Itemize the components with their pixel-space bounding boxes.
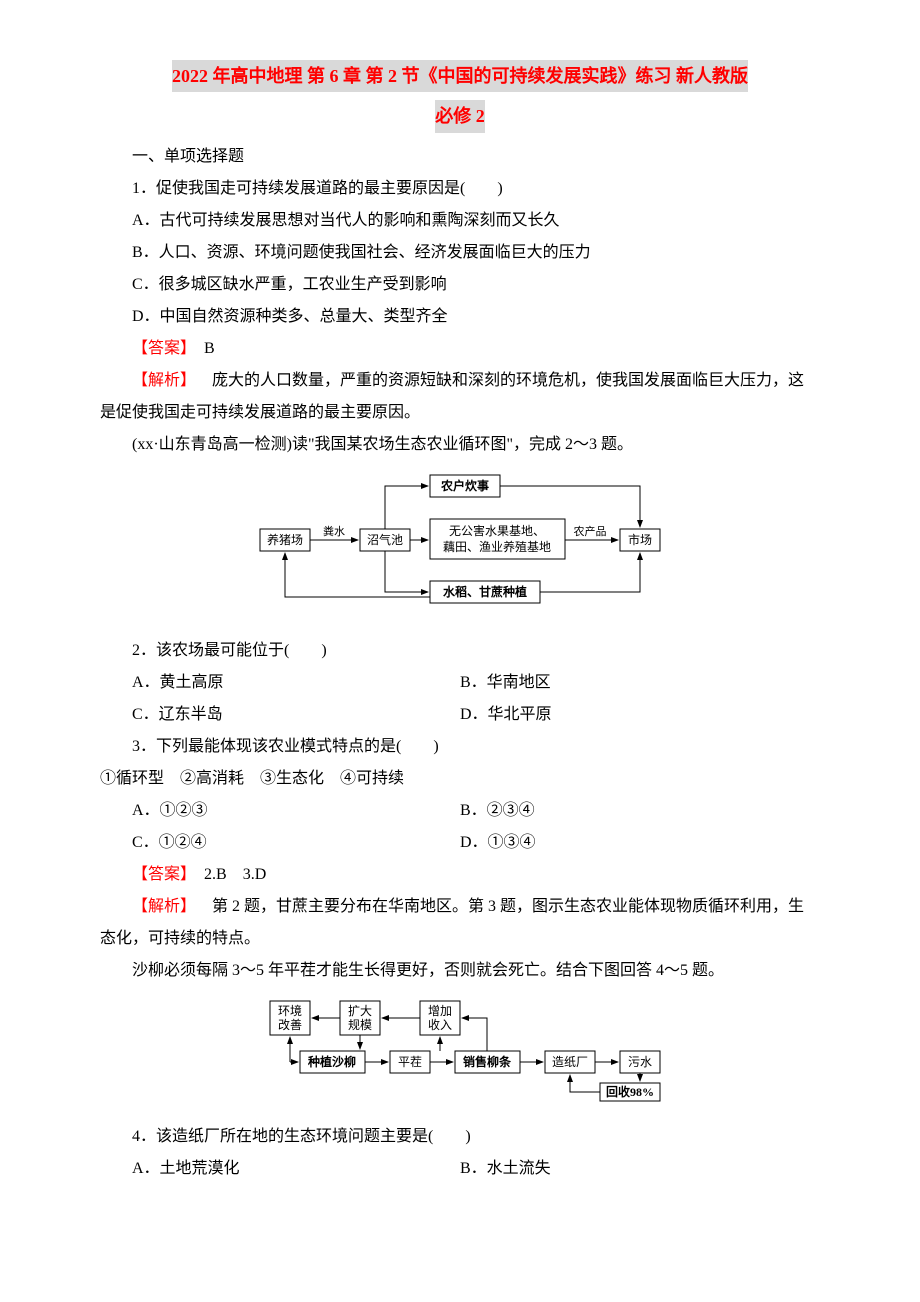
answer-label: 【答案】: [132, 866, 188, 883]
d1-e12: 粪水: [323, 524, 345, 538]
q1-optB: B．人口、资源、环境问题使我国社会、经济发展面临巨大的压力: [100, 237, 820, 269]
q2-optB: B．华南地区: [460, 667, 820, 699]
d1-n1: 养猪场: [267, 532, 303, 547]
answer-label: 【答案】: [132, 340, 188, 357]
explain-text: 第 2 题，甘蔗主要分布在华南地区。第 3 题，图示生态农业能体现物质循环利用，…: [100, 898, 804, 947]
title-line2: 必修 2: [435, 100, 485, 132]
explain-label: 【解析】: [132, 898, 196, 915]
svg-text:收入: 收入: [428, 1018, 452, 1032]
q1-answer: 【答案】 B: [100, 333, 820, 365]
title-block: 2022 年高中地理 第 6 章 第 2 节《中国的可持续发展实践》练习 新人教…: [100, 60, 820, 141]
q4-optB: B．水土流失: [460, 1153, 820, 1185]
d2-n8: 污水: [628, 1055, 652, 1069]
q2-row2: C．辽东半岛 D．华北平原: [100, 699, 820, 731]
svg-text:规模: 规模: [348, 1017, 372, 1032]
d1-n4b: 藕田、渔业养殖基地: [443, 539, 551, 554]
q2-stem: 2．该农场最可能位于( ): [100, 635, 820, 667]
answer-text: B: [188, 340, 215, 357]
q1-optD: D．中国自然资源种类多、总量大、类型齐全: [100, 301, 820, 333]
q3-row2: C．①②④ D．①③④: [100, 827, 820, 859]
q2-row1: A．黄土高原 B．华南地区: [100, 667, 820, 699]
svg-text:环境: 环境: [278, 1003, 302, 1018]
q3-stem: 3．下列最能体现该农业模式特点的是( ): [100, 731, 820, 763]
q4-stem: 4．该造纸厂所在地的生态环境问题主要是( ): [100, 1121, 820, 1153]
section-heading: 一、单项选择题: [100, 141, 820, 173]
q1-stem: 1．促使我国走可持续发展道路的最主要原因是( ): [100, 173, 820, 205]
d1-n4a: 无公害水果基地、: [449, 523, 545, 538]
q3-subs: ①循环型 ②高消耗 ③生态化 ④可持续: [100, 763, 820, 795]
explain-text: 庞大的人口数量，严重的资源短缺和深刻的环境危机，使我国发展面临巨大压力，这是促使…: [100, 372, 804, 421]
q1-explain: 【解析】 庞大的人口数量，严重的资源短缺和深刻的环境危机，使我国发展面临巨大压力…: [100, 365, 820, 429]
q3-optD: D．①③④: [460, 827, 820, 859]
title-line1: 2022 年高中地理 第 6 章 第 2 节《中国的可持续发展实践》练习 新人教…: [172, 60, 748, 92]
q2-optC: C．辽东半岛: [100, 699, 460, 731]
q1-optC: C．很多城区缺水严重，工农业生产受到影响: [100, 269, 820, 301]
q3-row1: A．①②③ B．②③④: [100, 795, 820, 827]
svg-text:扩大: 扩大: [348, 1004, 372, 1018]
q2-optD: D．华北平原: [460, 699, 820, 731]
svg-text:增加: 增加: [428, 1004, 452, 1018]
d1-e46: 农产品: [574, 524, 607, 538]
d1-n5: 水稻、甘蔗种植: [443, 584, 527, 599]
d1-n2: 沼气池: [367, 532, 403, 547]
q45-intro: 沙柳必须每隔 3～5 年平茬才能生长得更好，否则就会死亡。结合下图回答 4～5 …: [100, 955, 820, 987]
diagram-1: 养猪场 沼气池 农户炊事 无公害水果基地、 藕田、渔业养殖基地 水稻、甘蔗种植 …: [100, 467, 820, 629]
d2-n5: 平茬: [398, 1055, 422, 1069]
q3-optA: A．①②③: [100, 795, 460, 827]
q23-intro: (xx·山东青岛高一检测)读"我国某农场生态农业循环图"，完成 2～3 题。: [100, 429, 820, 461]
q4-row1: A．土地荒漠化 B．水土流失: [100, 1153, 820, 1185]
q1-optA: A．古代可持续发展思想对当代人的影响和熏陶深刻而又长久: [100, 205, 820, 237]
diagram-2: 环境 改善 扩大 规模 增加 收入 种植沙柳 平茬 销售柳条 造纸厂 污水 回收…: [100, 993, 820, 1115]
d2-n6: 销售柳条: [463, 1054, 512, 1069]
d1-n6: 市场: [628, 532, 652, 547]
q2-optA: A．黄土高原: [100, 667, 460, 699]
explain-label: 【解析】: [132, 372, 196, 389]
d2-n9: 回收98%: [606, 1084, 654, 1099]
q3-optB: B．②③④: [460, 795, 820, 827]
q3-optC: C．①②④: [100, 827, 460, 859]
svg-text:改善: 改善: [278, 1017, 302, 1032]
d2-n4: 种植沙柳: [307, 1054, 356, 1069]
d1-n3: 农户炊事: [440, 478, 489, 493]
d2-n7: 造纸厂: [552, 1055, 588, 1069]
q23-explain: 【解析】 第 2 题，甘蔗主要分布在华南地区。第 3 题，图示生态农业能体现物质…: [100, 891, 820, 955]
q23-answer: 【答案】 2.B 3.D: [100, 859, 820, 891]
answer-text: 2.B 3.D: [188, 866, 266, 883]
q4-optA: A．土地荒漠化: [100, 1153, 460, 1185]
